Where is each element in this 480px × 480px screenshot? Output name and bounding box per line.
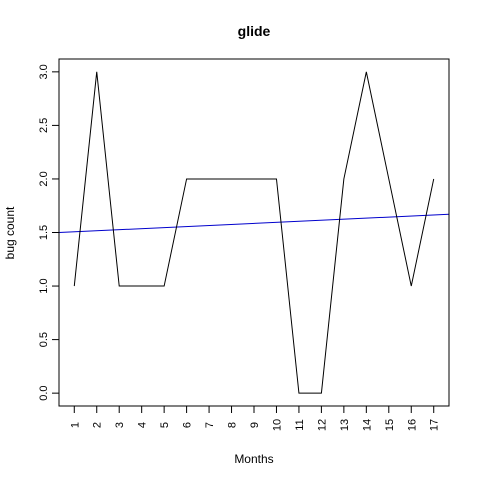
x-tick-label: 16: [406, 419, 418, 431]
y-tick-label: 2.0: [38, 171, 50, 186]
x-tick-label: 4: [137, 422, 149, 428]
x-tick-label: 6: [182, 422, 194, 428]
y-tick-label: 1.5: [38, 225, 50, 240]
y-axis: 0.0 0.5 1.0 1.5 2.0 2.5 3.0: [38, 64, 59, 401]
x-tick-label: 13: [339, 419, 351, 431]
x-tick-label: 11: [294, 419, 306, 430]
series-layer: [73, 71, 435, 394]
x-tick-label: 7: [204, 422, 216, 428]
y-tick-label: 0.0: [38, 385, 50, 400]
x-axis: 1 2 3 4 5 6 7 8 9 10 11 12 13 14 15 16 17: [69, 406, 441, 431]
x-tick-label: 12: [316, 419, 328, 431]
plot-frame: [58, 58, 450, 407]
x-tick-label: 1: [69, 422, 81, 428]
y-tick-label: 0.5: [38, 332, 50, 347]
x-tick-label: 8: [227, 422, 239, 428]
y-tick-label: 2.5: [38, 118, 50, 133]
trend-line: [58, 213, 450, 233]
chart-title: glide: [238, 23, 271, 39]
x-tick-label: 5: [159, 422, 171, 428]
x-tick-label: 2: [92, 422, 104, 428]
x-tick-label: 15: [384, 419, 396, 431]
x-axis-label: Months: [234, 452, 273, 466]
x-tick-label: 17: [429, 419, 441, 431]
trend-layer: [58, 213, 450, 233]
y-tick-label: 1.0: [38, 278, 50, 293]
x-tick-label: 3: [114, 422, 126, 428]
x-tick-label: 9: [249, 422, 261, 428]
series-line-0: [73, 71, 435, 394]
x-tick-label: 14: [361, 419, 373, 431]
y-axis-label: bug count: [3, 206, 17, 259]
y-tick-label: 3.0: [38, 64, 50, 79]
x-tick-label: 10: [271, 419, 283, 431]
